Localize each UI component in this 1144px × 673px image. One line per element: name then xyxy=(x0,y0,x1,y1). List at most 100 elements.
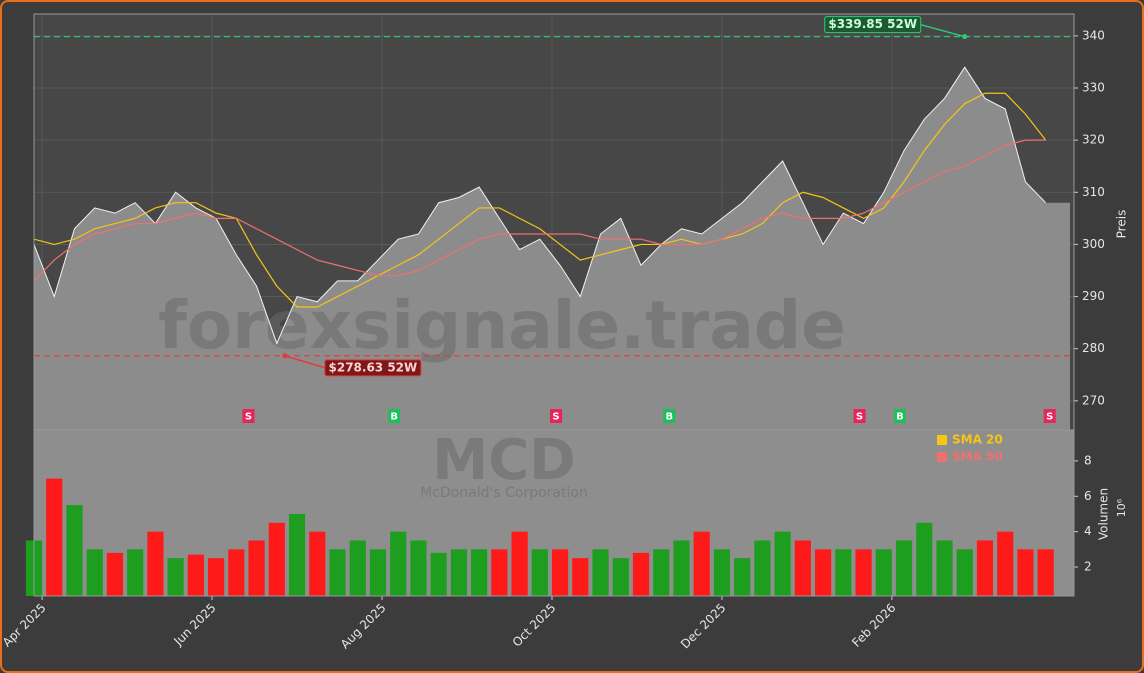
annotation-point xyxy=(282,353,288,359)
signal-label: S xyxy=(245,412,252,423)
signal-label: B xyxy=(896,412,904,423)
volume-bar xyxy=(167,558,184,596)
volume-bar xyxy=(835,549,852,596)
volume-bar xyxy=(369,549,387,596)
y-tick-label: 290 xyxy=(1082,289,1105,303)
volume-bar xyxy=(1037,549,1054,596)
signal-box xyxy=(242,409,255,423)
volume-bar xyxy=(46,478,63,596)
x-tick-label: Aug 2025 xyxy=(338,601,389,652)
volume-bar xyxy=(268,522,285,596)
volume-bar xyxy=(815,549,832,596)
volume-bar xyxy=(329,549,346,596)
signal-label: B xyxy=(666,412,674,423)
signal-box xyxy=(893,409,906,423)
price-area xyxy=(34,67,1070,430)
volume-bar xyxy=(713,549,731,596)
volume-border xyxy=(33,429,1075,597)
annotation-arrow xyxy=(284,355,326,369)
y2-unit-label: 10⁶ xyxy=(1115,498,1128,517)
volume-bar xyxy=(410,540,427,596)
legend-swatch xyxy=(937,452,947,462)
volume-bar xyxy=(754,540,771,596)
watermark-company: McDonald's Corporation xyxy=(420,485,588,501)
annotation-label: $278.63 52W xyxy=(329,360,418,374)
volume-bar xyxy=(531,549,548,596)
y-tick-label: 300 xyxy=(1082,237,1105,251)
annotation-arrow xyxy=(920,23,965,38)
volume-bar xyxy=(693,531,710,596)
y2-tick-label: 4 xyxy=(1084,524,1092,538)
volume-bar xyxy=(349,540,366,596)
volume-bar xyxy=(86,549,103,596)
volume-bar xyxy=(309,531,326,596)
volume-bar xyxy=(471,549,488,596)
volume-bar xyxy=(228,549,245,596)
y2-tick-label: 8 xyxy=(1084,453,1092,467)
x-tick-label: Oct 2025 xyxy=(510,601,559,650)
annotation-label: $339.85 52W xyxy=(828,17,917,31)
signal-label: S xyxy=(1046,412,1053,423)
volume-bar xyxy=(208,558,225,596)
volume-bar xyxy=(936,540,953,596)
volume-bar xyxy=(774,531,791,596)
legend-label: SMA 50 xyxy=(952,450,1003,464)
volume-bar xyxy=(673,540,690,596)
volume-bar xyxy=(106,552,124,596)
signal-box xyxy=(853,409,866,423)
volume-bar xyxy=(612,558,629,596)
volume-bar xyxy=(288,513,306,596)
signal-box xyxy=(388,409,401,423)
annotation-point xyxy=(962,34,968,40)
volume-bar xyxy=(430,552,447,596)
volume-bar xyxy=(592,549,609,596)
sma-line xyxy=(33,139,1046,282)
x-tick-label: Jun 2025 xyxy=(170,601,218,649)
volume-bar xyxy=(794,540,811,596)
volume-bar xyxy=(1017,549,1034,596)
signal-box xyxy=(663,409,676,423)
volume-bar xyxy=(127,549,144,596)
y-tick-label: 330 xyxy=(1082,81,1105,95)
volume-bar xyxy=(632,552,650,596)
y2-tick-label: 2 xyxy=(1084,560,1092,574)
legend-swatch xyxy=(937,435,947,445)
volume-bar xyxy=(147,531,164,596)
y2-tick-label: 6 xyxy=(1084,489,1092,503)
volume-bar xyxy=(450,549,467,596)
volume-bar xyxy=(855,549,872,596)
price-line xyxy=(33,66,1047,345)
signal-label: B xyxy=(390,412,398,423)
y-tick-label: 280 xyxy=(1082,341,1105,355)
y-tick-label: 320 xyxy=(1082,133,1105,147)
annotation-box xyxy=(824,16,922,34)
signal-box xyxy=(1043,409,1056,423)
volume-bar xyxy=(491,549,508,596)
sma-line xyxy=(33,92,1047,308)
x-tick-label: Dec 2025 xyxy=(678,601,729,652)
signal-box xyxy=(550,409,563,423)
y-tick-label: 270 xyxy=(1082,393,1105,407)
volume-bar xyxy=(390,531,407,596)
volume-bar xyxy=(551,549,569,596)
volume-bar xyxy=(248,540,265,596)
annotation-box xyxy=(324,359,422,377)
volume-bar xyxy=(875,549,892,596)
volume-bar xyxy=(653,549,670,596)
signal-label: S xyxy=(856,412,863,423)
signal-label: S xyxy=(552,412,559,423)
y-tick-label: 310 xyxy=(1082,185,1105,199)
x-tick-label: Apr 2025 xyxy=(2,601,49,650)
volume-bar xyxy=(66,505,83,596)
volume-bar xyxy=(572,558,589,596)
volume-bar xyxy=(916,522,933,596)
watermark: forexsignale.trade xyxy=(158,287,846,364)
volume-bar xyxy=(511,531,528,596)
volume-bar xyxy=(976,540,994,596)
x-tick-label: Feb 2026 xyxy=(849,601,898,650)
volume-bar xyxy=(187,554,204,596)
volume-bar xyxy=(734,558,751,596)
watermark-ticker: MCD xyxy=(432,428,575,493)
